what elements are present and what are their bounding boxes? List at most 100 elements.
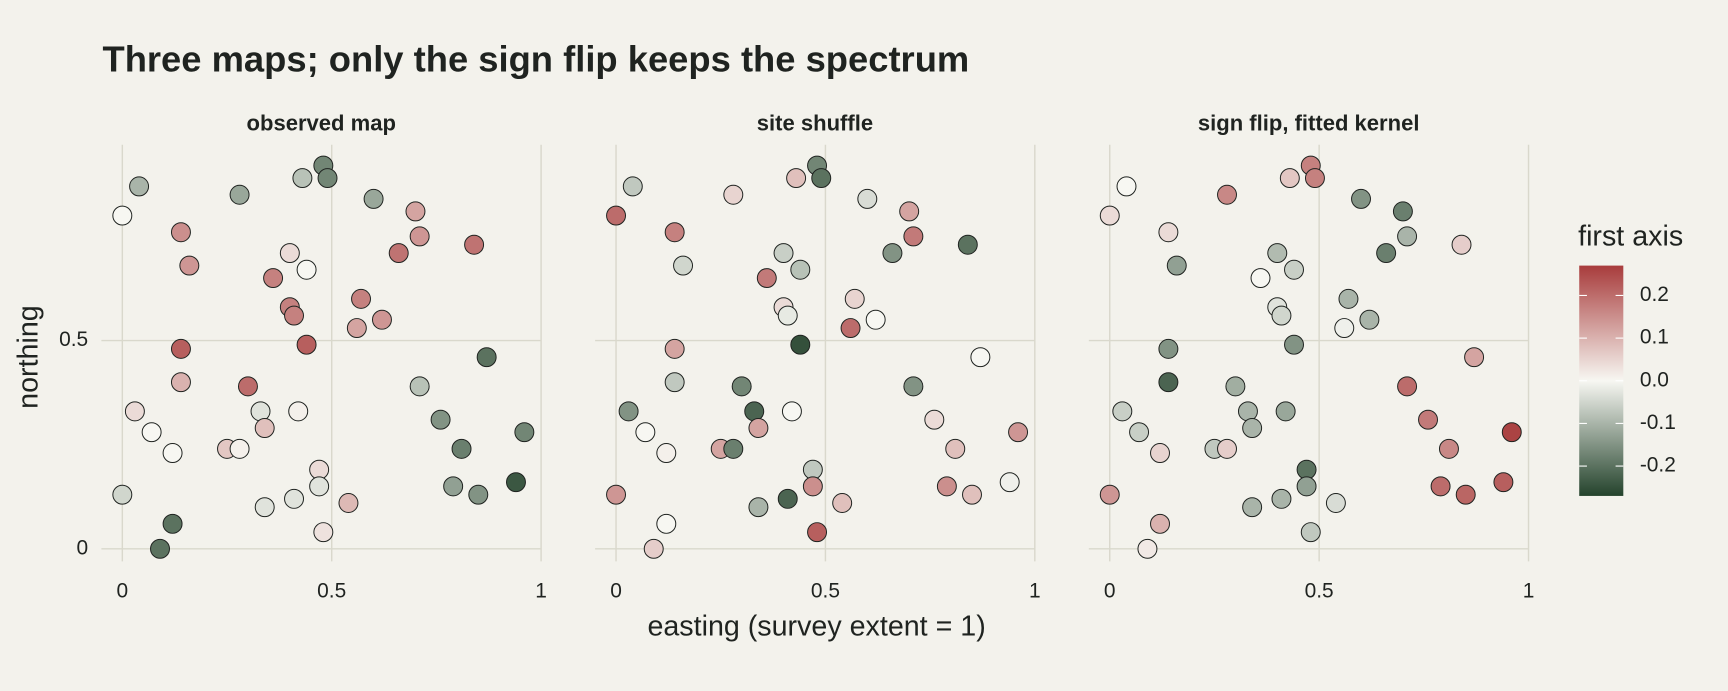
point: [723, 184, 744, 205]
colorbar-tick-label: 0.1: [1640, 326, 1669, 349]
point: [1217, 184, 1237, 205]
colorbar-tick-label: -0.1: [1640, 411, 1676, 434]
point: [1267, 243, 1288, 264]
point: [351, 288, 372, 309]
point: [514, 422, 535, 443]
point: [1225, 376, 1246, 397]
point: [790, 334, 811, 355]
point: [1150, 513, 1170, 534]
point: [1250, 268, 1271, 289]
point: [1296, 459, 1317, 480]
x-tick-label: 0: [1104, 579, 1116, 602]
point: [1158, 222, 1179, 243]
point: [317, 168, 338, 189]
y-axis-label: northing: [12, 305, 44, 409]
point: [1284, 259, 1304, 280]
point: [443, 476, 464, 497]
point: [1430, 476, 1451, 497]
point: [1158, 338, 1179, 359]
point: [141, 422, 162, 443]
point: [170, 372, 191, 393]
point: [840, 318, 861, 339]
point: [451, 438, 472, 459]
point: [313, 522, 334, 543]
point: [656, 443, 677, 463]
x-tick-label: 0.5: [317, 579, 346, 602]
point: [506, 472, 526, 493]
point: [1242, 497, 1263, 518]
x-tick-label: 1: [535, 579, 547, 602]
point: [1137, 538, 1158, 559]
point: [786, 168, 807, 189]
point: [622, 176, 643, 197]
point: [229, 184, 250, 205]
point: [388, 243, 409, 264]
point: [1493, 472, 1514, 493]
point: [773, 243, 794, 264]
point: [371, 309, 392, 330]
point: [1166, 255, 1187, 276]
point: [777, 488, 798, 509]
point: [802, 476, 823, 497]
point: [723, 438, 744, 459]
point: [284, 305, 304, 326]
point: [844, 288, 865, 309]
point: [857, 188, 878, 209]
point: [1455, 484, 1476, 505]
point: [1008, 422, 1029, 443]
point: [903, 226, 924, 247]
point: [1397, 226, 1418, 247]
x-tick-label: 0: [610, 579, 622, 602]
point: [1116, 176, 1137, 197]
point: [1271, 488, 1292, 509]
point: [781, 401, 802, 422]
point: [1418, 409, 1438, 430]
y-tick-label: 0: [77, 536, 89, 559]
point: [1325, 493, 1346, 513]
point: [229, 438, 250, 459]
point: [1304, 168, 1325, 189]
facet-title: sign flip, fitted kernel: [1198, 110, 1420, 135]
point: [1284, 334, 1304, 355]
point: [346, 318, 367, 339]
point: [309, 459, 330, 480]
point: [865, 309, 886, 330]
point: [468, 484, 489, 505]
point: [1392, 201, 1413, 222]
colorbar-tick-label: -0.2: [1640, 454, 1676, 477]
x-tick-label: 0.5: [1305, 579, 1334, 602]
point: [254, 418, 275, 438]
point: [292, 168, 313, 189]
point: [618, 401, 639, 422]
point: [957, 234, 978, 255]
point: [1237, 401, 1258, 422]
x-tick-label: 1: [1029, 579, 1041, 602]
point: [170, 222, 191, 243]
point: [802, 459, 823, 480]
point: [899, 201, 920, 222]
x-tick-label: 1: [1523, 579, 1535, 602]
point: [945, 438, 966, 459]
point: [1217, 438, 1237, 459]
facet-title: observed map: [247, 110, 396, 135]
point: [664, 222, 685, 243]
point: [409, 226, 430, 247]
point: [279, 243, 300, 264]
point: [1338, 288, 1359, 309]
point: [882, 243, 903, 264]
point: [807, 522, 828, 543]
point: [363, 188, 384, 209]
point: [162, 443, 183, 463]
point: [254, 497, 275, 518]
point: [263, 268, 284, 289]
point: [962, 484, 982, 505]
point: [179, 255, 200, 276]
point: [970, 347, 991, 368]
facet-title: site shuffle: [757, 110, 873, 135]
point: [643, 538, 664, 559]
chart-title: Three maps; only the sign flip keeps the…: [102, 38, 969, 79]
point: [112, 205, 133, 226]
point: [1451, 234, 1472, 255]
point: [464, 234, 485, 255]
